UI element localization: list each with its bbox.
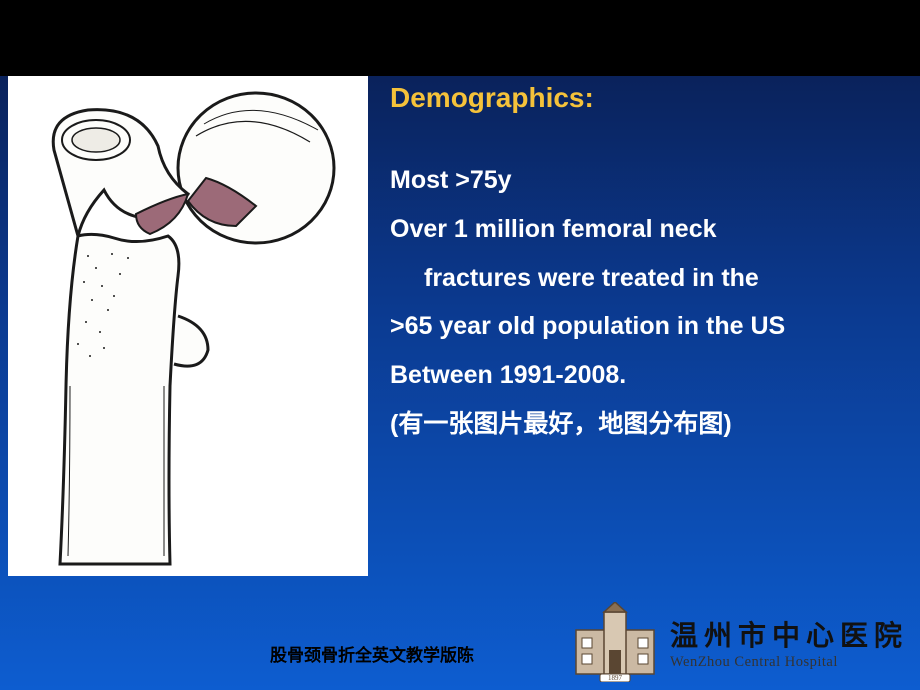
body-line-6: (有一张图片最好，地图分布图) bbox=[390, 400, 900, 449]
hospital-name-block: 温州市中心医院 WenZhou Central Hospital bbox=[670, 614, 908, 671]
body-line-2: Over 1 million femoral neck bbox=[390, 205, 900, 254]
hospital-branding: 1897 温州市中心医院 WenZhou Central Hospital bbox=[570, 602, 908, 682]
hospital-building-icon: 1897 bbox=[570, 602, 660, 682]
body-line-5: Between 1991-2008. bbox=[390, 351, 900, 400]
logo-year-text: 1897 bbox=[608, 674, 623, 682]
femoral-neck-fracture-drawing bbox=[18, 86, 358, 566]
text-content: Demographics: Most >75y Over 1 million f… bbox=[390, 82, 900, 449]
hospital-name-en: WenZhou Central Hospital bbox=[670, 654, 908, 671]
bone-illustration-container bbox=[8, 76, 368, 576]
hospital-name-cn: 温州市中心医院 bbox=[670, 614, 908, 654]
heading-demographics: Demographics: bbox=[390, 82, 900, 114]
top-black-bar bbox=[0, 0, 920, 76]
body-line-3: fractures were treated in the bbox=[390, 254, 900, 303]
footer-caption: 股骨颈骨折全英文教学版陈 bbox=[270, 641, 474, 666]
slide: Demographics: Most >75y Over 1 million f… bbox=[0, 0, 920, 690]
body-line-1: Most >75y bbox=[390, 156, 900, 205]
body-line-4: >65 year old population in the US bbox=[390, 302, 900, 351]
